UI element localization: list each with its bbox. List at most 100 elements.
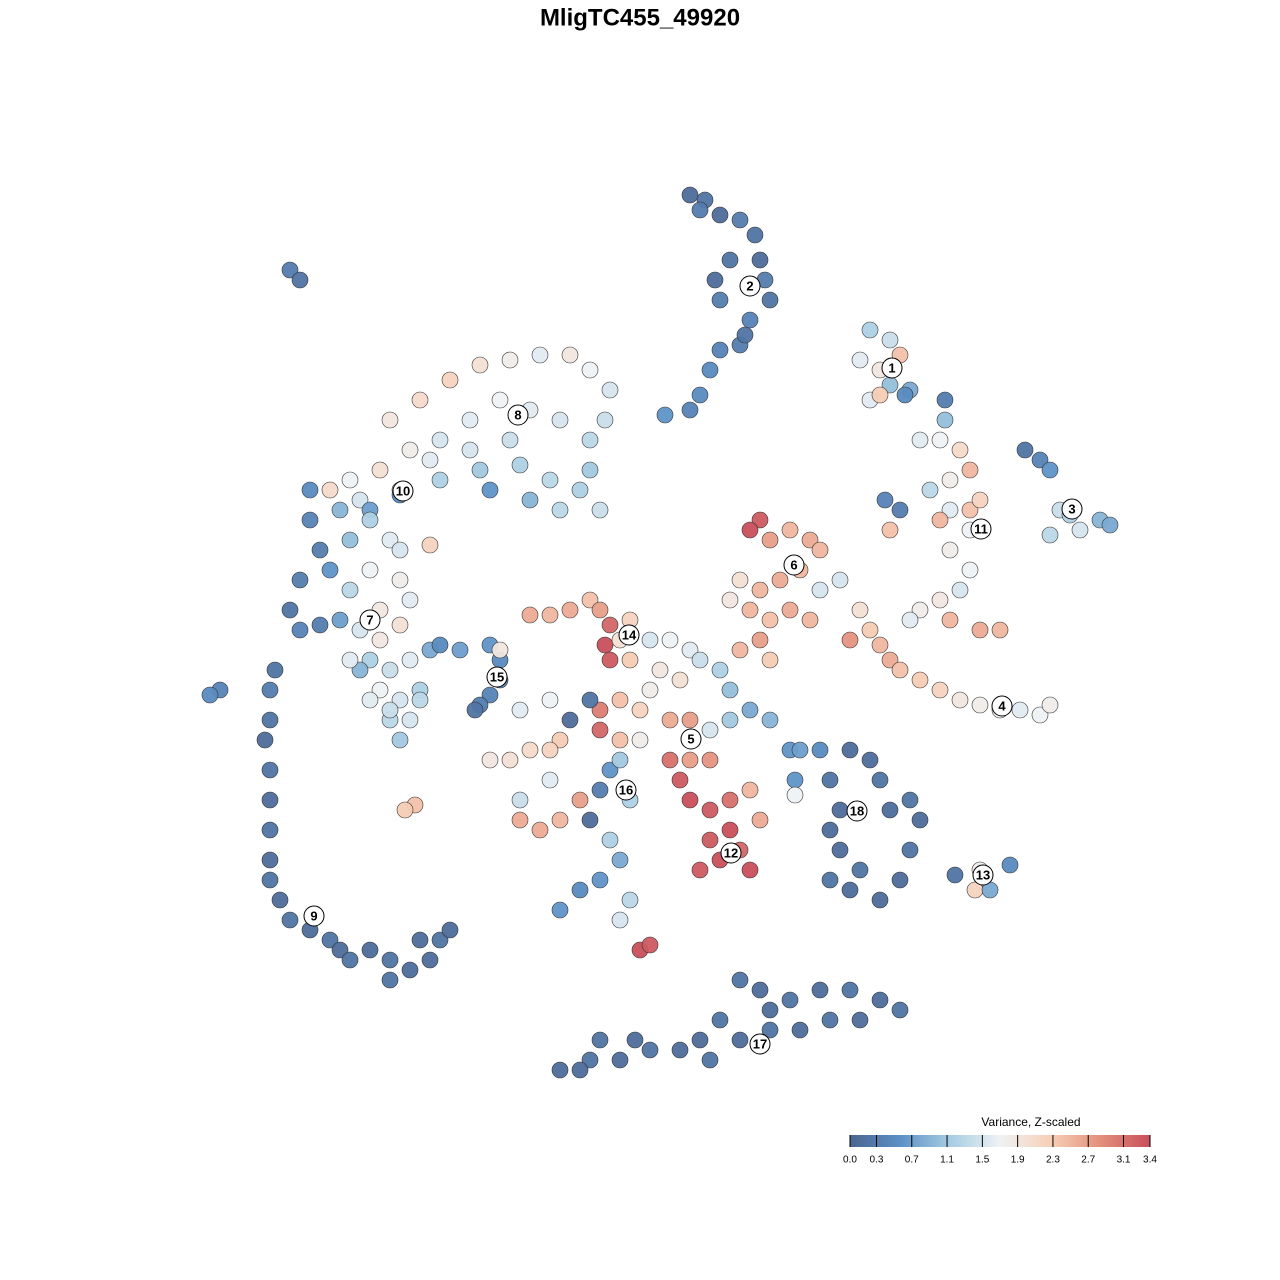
point	[701, 801, 719, 819]
point	[626, 1031, 644, 1049]
point	[361, 691, 379, 709]
point	[396, 801, 414, 819]
point	[991, 621, 1009, 639]
point	[431, 636, 449, 654]
point	[591, 871, 609, 889]
point	[391, 616, 409, 634]
point	[491, 391, 509, 409]
cluster-label: 7	[366, 612, 373, 627]
point	[511, 456, 529, 474]
colorbar-tick-label: 3.4	[1143, 1155, 1157, 1166]
point	[581, 691, 599, 709]
point	[751, 511, 769, 529]
point	[861, 621, 879, 639]
cluster-label: 11	[974, 521, 988, 536]
point	[946, 866, 964, 884]
point	[661, 631, 679, 649]
point	[801, 611, 819, 629]
point	[721, 821, 739, 839]
cluster-badge	[359, 609, 381, 631]
point	[786, 771, 804, 789]
point	[501, 431, 519, 449]
point	[371, 461, 389, 479]
cluster-label: 1	[888, 360, 895, 375]
point	[731, 1031, 749, 1049]
point	[401, 651, 419, 669]
cluster-badge	[303, 905, 325, 927]
point	[731, 211, 749, 229]
point	[591, 501, 609, 519]
point	[731, 641, 749, 659]
point	[541, 606, 559, 624]
cluster-label: 16	[619, 782, 633, 797]
point	[321, 931, 339, 949]
point	[781, 601, 799, 619]
point	[841, 881, 859, 899]
point	[861, 751, 879, 769]
point	[381, 951, 399, 969]
point	[321, 561, 339, 579]
point	[281, 911, 299, 929]
point	[786, 786, 804, 804]
colorbar-tick-label: 3.1	[1117, 1155, 1131, 1166]
point	[761, 1021, 779, 1039]
point	[256, 731, 274, 749]
point	[811, 541, 829, 559]
point	[611, 731, 629, 749]
point	[931, 591, 949, 609]
point	[471, 356, 489, 374]
point	[361, 511, 379, 529]
point	[471, 461, 489, 479]
point	[341, 951, 359, 969]
point	[311, 541, 329, 559]
point	[701, 1051, 719, 1069]
point	[721, 251, 739, 269]
cluster-label: 17	[753, 1036, 767, 1051]
point	[581, 431, 599, 449]
point	[681, 641, 699, 659]
point	[891, 871, 909, 889]
point	[331, 611, 349, 629]
point	[441, 371, 459, 389]
point	[641, 1041, 659, 1059]
point	[721, 791, 739, 809]
point	[661, 751, 679, 769]
colorbar-tick-label: 0.0	[843, 1155, 857, 1166]
point	[521, 606, 539, 624]
cluster-badge	[615, 779, 637, 801]
point	[541, 691, 559, 709]
point	[656, 406, 674, 424]
point	[691, 386, 709, 404]
point	[371, 631, 389, 649]
point	[741, 521, 759, 539]
point	[551, 501, 569, 519]
point	[331, 501, 349, 519]
point	[581, 811, 599, 829]
point	[901, 791, 919, 809]
point	[941, 541, 959, 559]
point	[301, 511, 319, 529]
point	[971, 491, 989, 509]
point	[651, 661, 669, 679]
point	[931, 681, 949, 699]
point	[591, 721, 609, 739]
point	[631, 731, 649, 749]
point	[511, 701, 529, 719]
point	[761, 711, 779, 729]
cluster-badge	[881, 357, 903, 379]
point	[801, 531, 819, 549]
point	[841, 981, 859, 999]
point	[681, 186, 699, 204]
point	[901, 841, 919, 859]
point	[411, 391, 429, 409]
point	[751, 811, 769, 829]
point	[681, 791, 699, 809]
point	[951, 691, 969, 709]
point	[381, 661, 399, 679]
point	[381, 701, 399, 719]
point	[261, 871, 279, 889]
point	[511, 791, 529, 809]
point	[936, 411, 954, 429]
point	[201, 686, 219, 704]
point	[761, 291, 779, 309]
